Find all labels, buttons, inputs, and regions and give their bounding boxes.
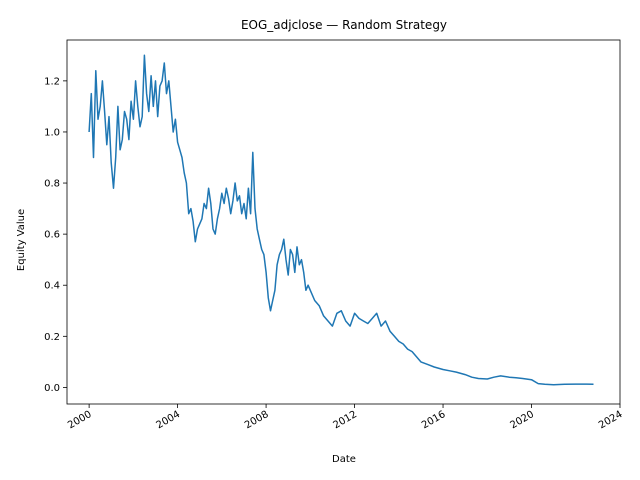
axes-frame xyxy=(66,39,621,405)
chart-title: EOG_adjclose — Random Strategy xyxy=(241,18,447,32)
y-tick-label: 0.6 xyxy=(44,230,60,241)
y-tick-label: 0.4 xyxy=(44,281,60,292)
y-tick-label: 0.2 xyxy=(44,332,60,343)
y-tick-label: 1.2 xyxy=(44,76,60,87)
y-tick-label: 0.8 xyxy=(44,179,60,190)
series-line-0 xyxy=(88,54,594,386)
y-tick-label: 1.0 xyxy=(44,127,60,138)
y-tick-label: 0.0 xyxy=(44,383,60,394)
x-axis-label: Date xyxy=(332,454,356,465)
y-axis-label: Equity Value xyxy=(16,209,27,271)
